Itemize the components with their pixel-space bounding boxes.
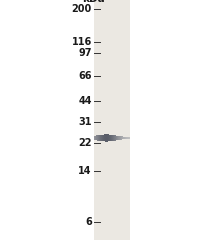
Bar (94, 0, 130, 240)
Text: 116: 116 (71, 37, 92, 47)
Text: 31: 31 (78, 117, 92, 127)
Text: 66: 66 (78, 71, 92, 81)
Text: 97: 97 (78, 48, 92, 58)
Text: kDa: kDa (83, 0, 105, 4)
Text: 14: 14 (78, 166, 92, 176)
Text: 6: 6 (85, 217, 92, 228)
Text: 22: 22 (78, 138, 92, 148)
Text: 44: 44 (78, 96, 92, 106)
Text: 200: 200 (71, 4, 92, 13)
